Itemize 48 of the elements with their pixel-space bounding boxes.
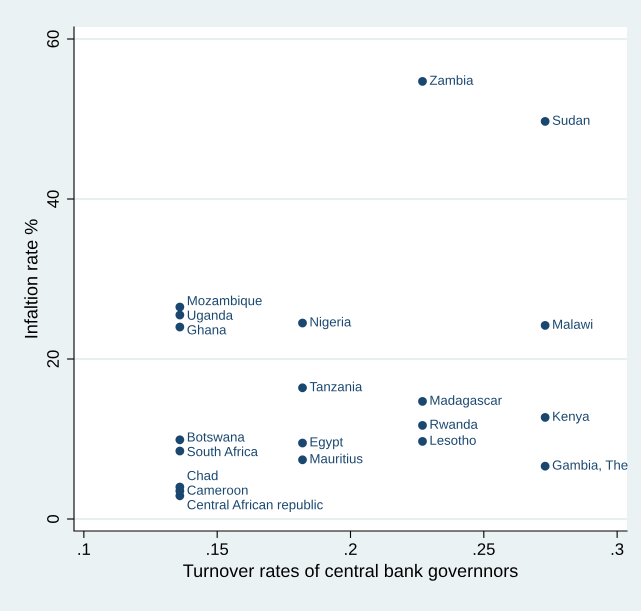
annotation: Ghana [187,324,226,334]
y-tick-label: 60 [47,30,59,48]
annotation: Madagascar [430,395,502,408]
annotation: Mauritius [310,454,362,464]
x-tick-label: .1 [78,543,90,555]
point [298,438,307,448]
point [175,446,184,456]
point [175,302,184,312]
y-tick-label: 40 [47,190,59,208]
point [175,435,184,444]
point [175,322,184,332]
point [540,413,550,422]
point [540,117,550,126]
annotation: Malawi [553,319,592,329]
annotation: Sudan [552,115,590,125]
annotation: Central African republic [187,500,323,512]
point [175,310,184,320]
annotation: Chad [187,470,218,480]
annotation: Tanzania [310,382,362,392]
x-tick-label: .2 [345,543,357,555]
annotation: Lesotho [430,435,476,445]
point [298,383,307,392]
point [418,421,427,430]
annotation: Egypt [310,437,344,450]
annotation: Mozambique [188,296,262,308]
annotation: Gambia, The [552,460,628,472]
point [298,455,307,464]
annotation: Kenya [553,412,590,424]
point [418,437,427,446]
x-tick-label: .15 [207,543,228,556]
point [540,321,550,330]
annotation: Zambia [430,75,474,85]
annotation: Botswana [188,432,245,442]
x-axis-title: Turnover rates of central bank governnors [183,564,518,581]
x-tick-label: .3 [612,543,624,556]
y-tick-label: 20 [47,350,59,368]
point [298,318,307,328]
point [540,462,550,471]
point [418,77,427,86]
annotation: Rwanda [430,419,478,429]
annotation: Cameroon [187,485,248,495]
y-axis-title: Infaltion rate % [24,219,38,338]
y-tick-label: 0 [47,515,59,523]
x-tick-label: .25 [474,543,495,556]
annotation: Nigeria [310,316,352,330]
annotation: South Africa [187,446,258,456]
annotation: Uganda [188,310,234,322]
point [418,397,427,406]
